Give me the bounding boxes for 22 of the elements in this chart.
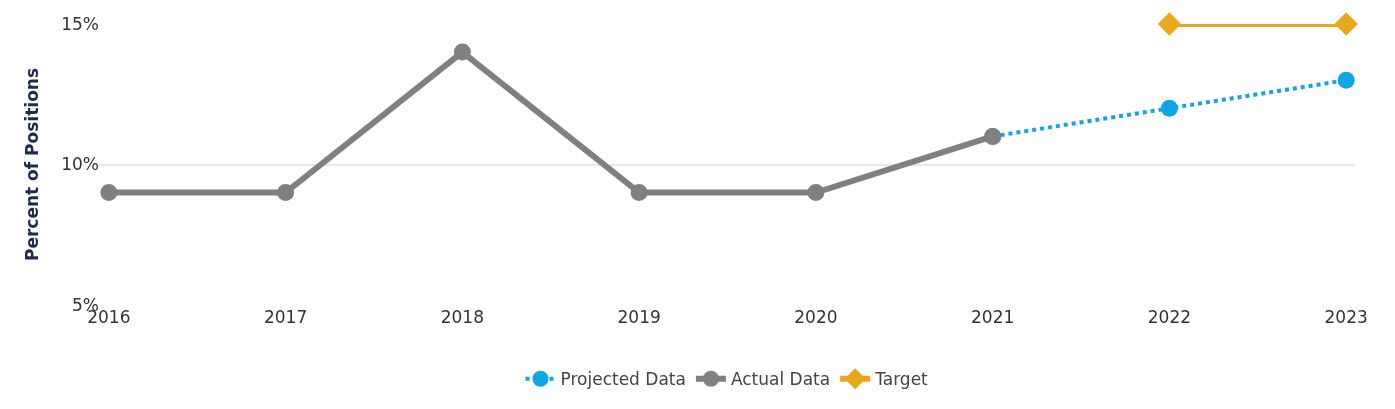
point [1334, 12, 1358, 36]
legend-label: Projected Data [560, 369, 686, 390]
point [1337, 71, 1355, 89]
x-tick-label: 2022 [1147, 307, 1192, 327]
x-tick-label: 2019 [617, 307, 661, 327]
legend-label: Target [874, 369, 929, 390]
x-tick-label: 2023 [1324, 307, 1368, 327]
x-tick-label: 2017 [263, 307, 308, 327]
x-tick-label: 2021 [971, 307, 1015, 327]
y-tick-label: 10% [61, 154, 99, 175]
x-tick-label: 2018 [440, 307, 484, 327]
x-tick-label: 2020 [794, 307, 838, 327]
point [630, 184, 648, 202]
y-tick-label: 15% [61, 13, 99, 34]
y-axis-title: Percent of Positions [21, 67, 42, 262]
point [1157, 12, 1182, 36]
legend-label: Actual Data [730, 369, 831, 390]
point [100, 184, 118, 202]
point [807, 184, 825, 202]
point [277, 184, 295, 202]
point [453, 43, 471, 61]
point [1160, 99, 1178, 117]
